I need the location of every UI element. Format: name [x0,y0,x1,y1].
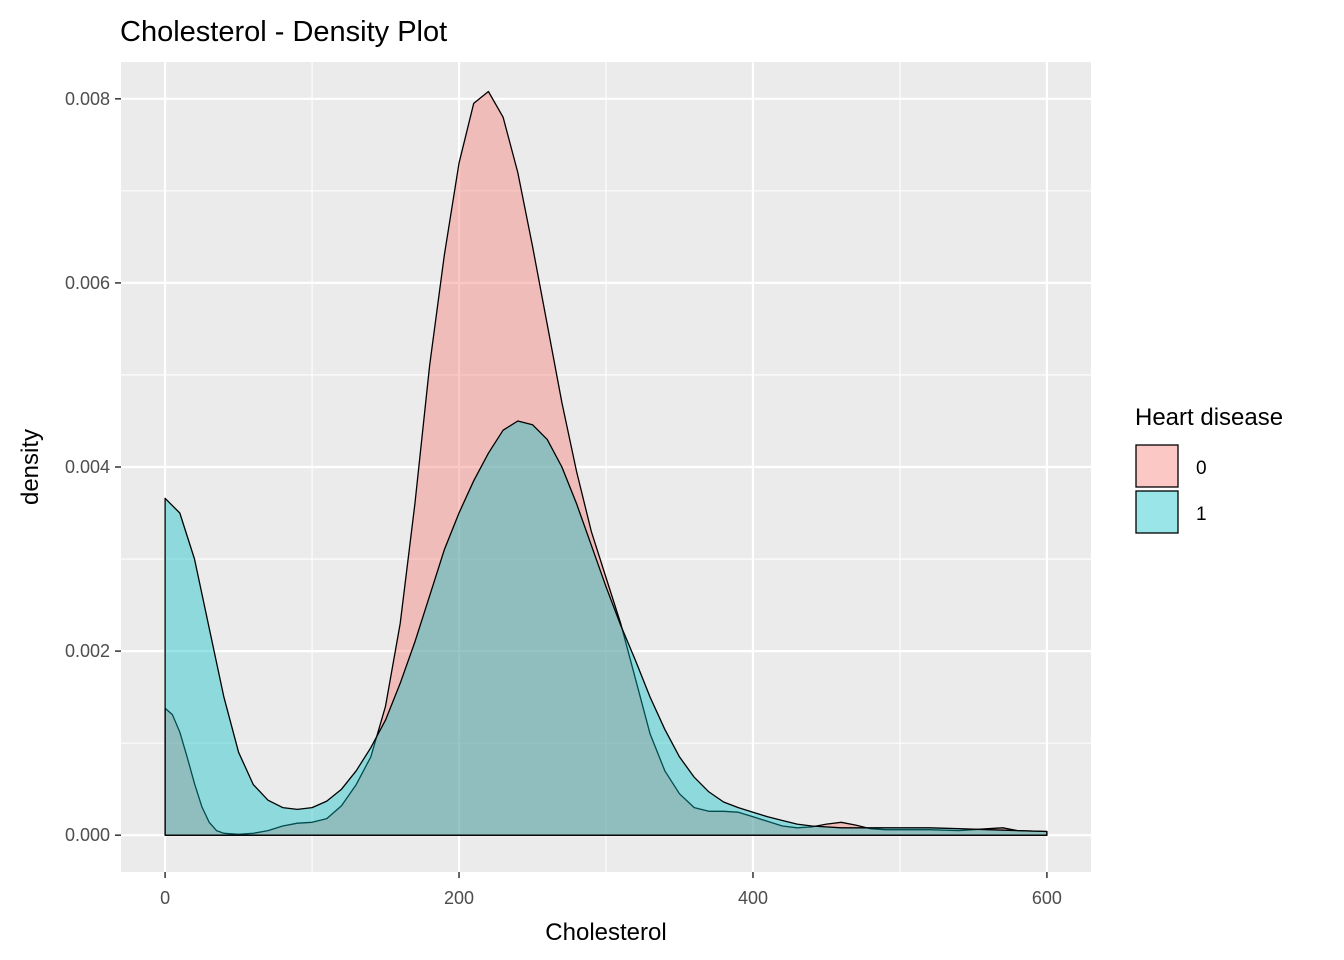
density-area-series-0 [164,90,1048,836]
y-tick-label: 0.004 [65,457,110,477]
x-tick-label: 200 [444,888,474,908]
legend-title: Heart disease [1135,404,1283,431]
y-tick-label: 0.008 [65,89,110,109]
legend: Heart disease 01 [1135,404,1283,534]
legend-label-0: 0 [1196,458,1207,479]
y-tick-label: 0.000 [65,825,110,845]
legend-label-1: 1 [1196,504,1207,525]
density-area-series-1 [164,420,1048,836]
legend-key-1 [1135,490,1179,534]
x-tick-label: 0 [160,888,170,908]
x-axis-title: Cholesterol [545,919,666,946]
density-areas [164,90,1048,836]
y-axis-title: density [17,429,44,505]
y-tick-label: 0.002 [65,641,110,661]
x-tick-label: 600 [1032,888,1062,908]
y-tick-label: 0.006 [65,273,110,293]
axes: 0 200 400 600 0.000 0.002 0.004 0.006 0.008 [65,89,1062,908]
x-tick-label: 400 [738,888,768,908]
plot-title: Cholesterol - Density Plot [120,16,447,48]
legend-keys: 01 [1135,444,1207,534]
legend-key-0 [1135,444,1179,488]
grid-lines [121,62,1091,872]
